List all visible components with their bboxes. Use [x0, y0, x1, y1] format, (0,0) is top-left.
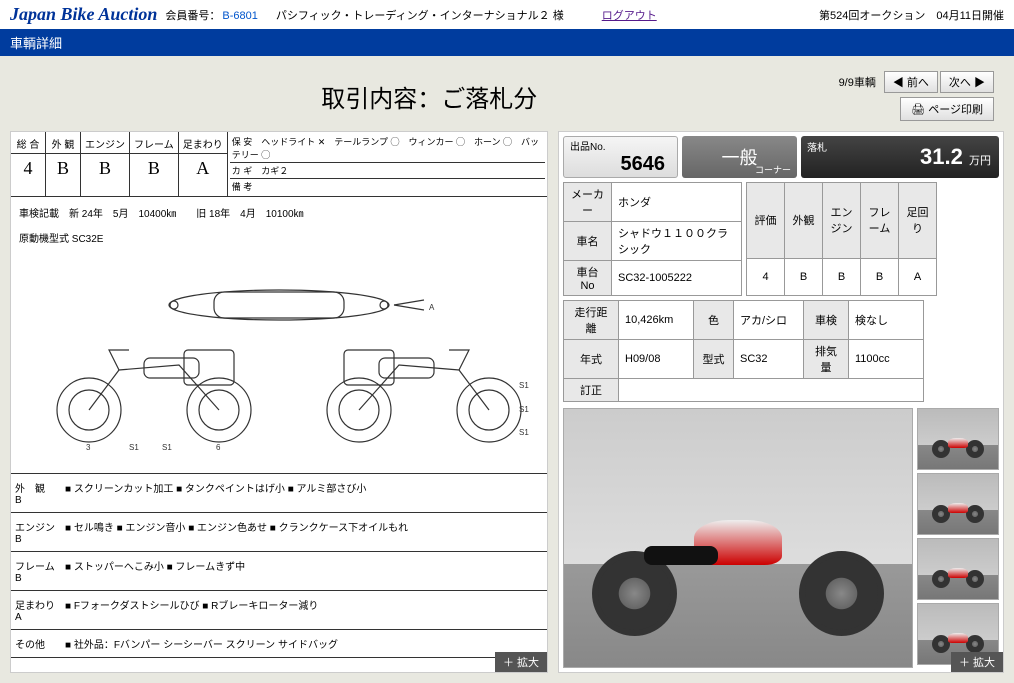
page-title: 取引内容：ご落札分	[321, 79, 537, 114]
auction-info: 第524回オークション 04月11日開催	[819, 7, 1004, 23]
exterior-section: 外 観 B ■ スクリーンカット加工 ■ タンクペイントはげ小 ■ アルミ部さび…	[11, 473, 547, 512]
suspension-section: 足まわり A ■ Fフォークダストシールひび ■ Rブレーキローター減り	[11, 590, 547, 629]
spec-table: メーカーホンダ 車名シャドウ１１００クラシック 車台NoSC32-1005222	[563, 182, 742, 296]
detail-table: 走行距離10,426km 色アカ/シロ 車検検なし 年式H09/08 型式SC3…	[563, 300, 924, 402]
svg-text:S1: S1	[519, 405, 529, 414]
svg-text:S1: S1	[519, 381, 529, 390]
member-no-label: 会員番号：B-6801	[165, 7, 257, 23]
grade-table: 評価外観エンジンフレーム足回り 4BBBA	[746, 182, 937, 296]
engine-section: エンジン B ■ セル鳴き ■ エンジン音小 ■ エンジン色あせ ■ クランクケ…	[11, 512, 547, 551]
company-name: パシフィック・トレーディング・インターナショナル２ 様	[276, 7, 564, 23]
lot-number-box: 出品No. 5646	[563, 136, 678, 178]
zoom-button-left[interactable]: ＋ 拡大	[495, 652, 547, 672]
grade-header: 総 合4 外 観B エンジンB フレームB 足まわりA 保 安 ヘッドライト ✕…	[11, 132, 547, 197]
svg-text:3: 3	[86, 443, 91, 450]
engine-model: 原動機型式 SC32E	[19, 230, 539, 245]
inspection-record: 車検記載 新 24年 5月 10400㎞ 旧 18年 4月 10100㎞	[19, 205, 539, 220]
print-button[interactable]: 🖨 ページ印刷	[900, 97, 994, 121]
svg-text:A: A	[429, 303, 435, 312]
page-count: 9/9車輌	[839, 74, 876, 90]
detail-panel: 出品No. 5646 一般 コーナー 落札 31.2 万円 メーカーホンダ 車名…	[558, 131, 1004, 673]
logo: Japan Bike Auction	[10, 4, 157, 25]
price-box: 落札 31.2 万円	[801, 136, 999, 178]
svg-text:S1: S1	[162, 443, 172, 450]
bike-diagram: A 3 S1 S1 6	[19, 255, 539, 455]
page-header: Japan Bike Auction 会員番号：B-6801 パシフィック・トレ…	[0, 0, 1014, 29]
section-title-bar: 車輌詳細	[0, 29, 1014, 56]
thumbnail-1[interactable]	[917, 408, 999, 470]
other-section: その他 ■ 社外品：Fバンパー シーシーバー スクリーン サイドバッグ	[11, 629, 547, 658]
next-button[interactable]: 次へ ▶	[940, 71, 994, 93]
svg-text:S1: S1	[519, 428, 529, 437]
title-row: 取引内容：ご落札分 9/9車輌 ◀ 前へ 次へ ▶ 🖨 ページ印刷	[0, 56, 1014, 131]
thumbnail-2[interactable]	[917, 473, 999, 535]
main-photo[interactable]	[563, 408, 913, 668]
content-area: 総 合4 外 観B エンジンB フレームB 足まわりA 保 安 ヘッドライト ✕…	[0, 131, 1014, 683]
photo-area	[559, 402, 1003, 672]
frame-section: フレーム B ■ ストッパーへこみ小 ■ フレームきず中	[11, 551, 547, 590]
svg-text:S1: S1	[129, 443, 139, 450]
svg-text:6: 6	[216, 443, 221, 450]
corner-box: 一般 コーナー	[682, 136, 797, 178]
logout-link[interactable]: ログアウト	[602, 7, 657, 23]
inspection-sheet-panel: 総 合4 外 観B エンジンB フレームB 足まわりA 保 安 ヘッドライト ✕…	[10, 131, 548, 673]
thumbnail-3[interactable]	[917, 538, 999, 600]
zoom-button-right[interactable]: ＋ 拡大	[951, 652, 1003, 672]
prev-button[interactable]: ◀ 前へ	[884, 71, 938, 93]
